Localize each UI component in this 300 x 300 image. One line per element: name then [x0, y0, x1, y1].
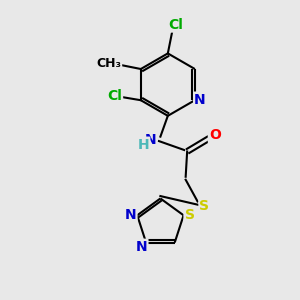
Text: Cl: Cl	[107, 89, 122, 103]
Text: N: N	[125, 208, 136, 222]
Text: CH₃: CH₃	[96, 57, 121, 70]
Text: S: S	[184, 208, 194, 222]
Text: N: N	[145, 133, 156, 147]
Text: H: H	[138, 138, 149, 152]
Text: Cl: Cl	[168, 18, 183, 32]
Text: N: N	[136, 240, 147, 254]
Text: N: N	[194, 93, 206, 106]
Text: S: S	[200, 199, 209, 213]
Text: O: O	[209, 128, 221, 142]
